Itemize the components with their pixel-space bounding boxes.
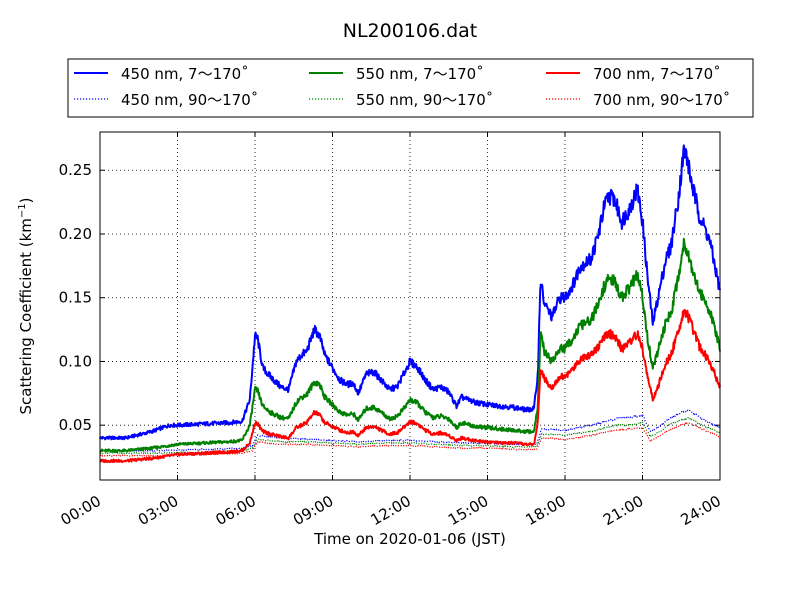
x-tick-label: 24:00 <box>678 492 724 529</box>
x-axis-label: Time on 2020-01-06 (JST) <box>313 530 506 548</box>
series-line <box>99 309 721 464</box>
series-lines <box>99 144 721 464</box>
x-tick-label: 00:00 <box>58 492 104 529</box>
y-tick-label: 0.15 <box>59 289 92 307</box>
series-line <box>99 422 721 457</box>
legend-label: 700 nm, 90～170˚ <box>593 91 730 109</box>
x-tick-label: 06:00 <box>213 492 259 529</box>
series-line <box>99 237 721 453</box>
y-tick-label: 0.20 <box>59 225 92 243</box>
legend-label: 700 nm, 7～170˚ <box>593 65 721 83</box>
x-tick-label: 15:00 <box>445 492 491 529</box>
y-tick-label: 0.10 <box>59 352 92 370</box>
legend-box <box>67 58 754 118</box>
x-tick-label: 21:00 <box>600 492 646 529</box>
legend-label: 450 nm, 7～170˚ <box>121 65 249 83</box>
x-tick-label: 09:00 <box>290 492 336 529</box>
y-axis-label-main: Scattering Coefficient (km <box>17 218 35 414</box>
series-line <box>99 416 721 455</box>
series-line <box>99 409 721 452</box>
x-tick-label: 12:00 <box>368 492 414 529</box>
x-tick-label: 03:00 <box>135 492 181 529</box>
y-tick-label: 0.05 <box>59 416 92 434</box>
series-line <box>99 144 721 441</box>
grid <box>100 132 720 480</box>
chart-title: NL200106.dat <box>343 20 478 42</box>
y-axis-label-close: ) <box>17 197 35 203</box>
legend-label: 550 nm, 7～170˚ <box>356 65 484 83</box>
legend-label: 550 nm, 90～170˚ <box>356 91 493 109</box>
legend: 450 nm, 7～170˚ 550 nm, 7～170˚ 700 nm, 7～17… <box>67 58 754 118</box>
legend-label: 450 nm, 90～170˚ <box>121 91 258 109</box>
y-axis-label: Scattering Coefficient (km−1) <box>17 197 35 414</box>
axis-ticks: 00:00 03:00 06:00 09:00 12:00 15:00 18:00 21:00… <box>58 132 724 529</box>
y-tick-label: 0.25 <box>59 161 92 179</box>
y-axis-label-unit-exponent: −1 <box>17 203 28 218</box>
x-tick-label: 18:00 <box>523 492 569 529</box>
